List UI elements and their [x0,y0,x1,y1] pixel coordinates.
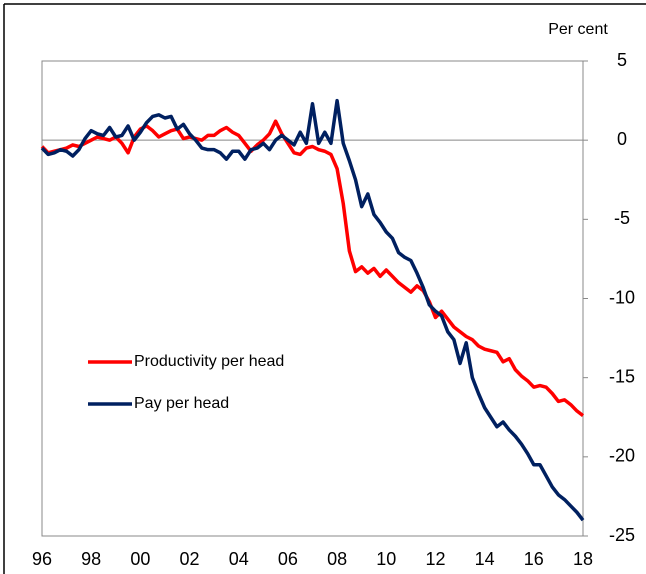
y-tick-label: -15 [609,366,635,386]
x-tick-label: 06 [278,549,298,569]
x-tick-label: 00 [130,549,150,569]
legend-label: Productivity per head [134,353,284,370]
x-tick-label: 18 [573,549,593,569]
x-tick-label: 08 [327,549,347,569]
x-tick-label: 14 [475,549,495,569]
y-tick-label: -10 [609,287,635,307]
legend-label: Pay per head [134,395,229,412]
y-tick-label: 0 [617,129,627,149]
y-tick-label: 5 [617,50,627,70]
series-line [40,98,585,522]
y-tick-label: -5 [614,208,630,228]
y-axis-label: Per cent [548,21,608,38]
y-tick-label: -25 [609,525,635,545]
x-tick-label: 96 [32,549,52,569]
x-tick-label: 10 [376,549,396,569]
x-tick-label: 98 [81,549,101,569]
x-tick-label: 16 [524,549,544,569]
x-tick-label: 02 [180,549,200,569]
x-tick-label: 04 [229,549,249,569]
y-tick-label: -20 [609,446,635,466]
series-line [40,119,585,418]
x-tick-label: 12 [425,549,445,569]
